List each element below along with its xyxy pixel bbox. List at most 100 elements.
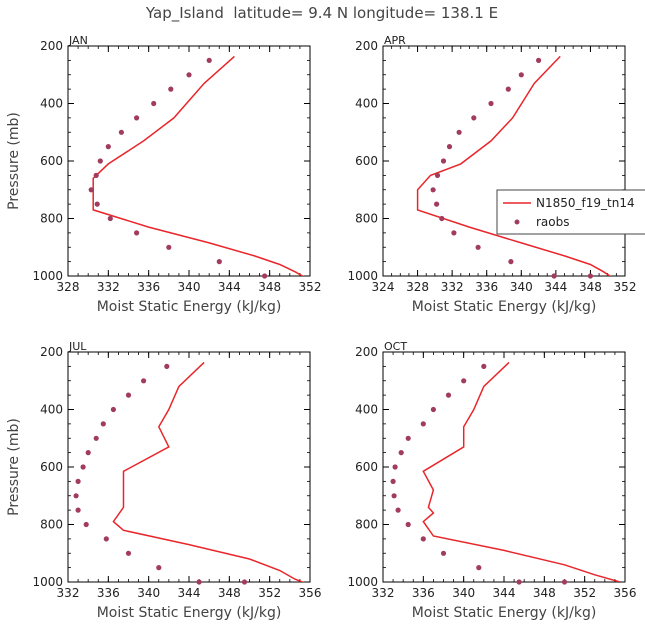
obs-point	[125, 392, 132, 398]
y-tick-label: 600	[40, 154, 63, 168]
obs-point	[488, 100, 494, 107]
x-tick-label: 344	[218, 280, 241, 294]
y-tick-label: 1000	[347, 575, 378, 589]
obs-point	[440, 550, 447, 556]
obs-point	[100, 421, 106, 427]
y-axis-label: Pressure (mb)	[6, 112, 22, 210]
y-tick-label: 200	[355, 345, 378, 359]
y-tick-label: 600	[40, 460, 63, 474]
y-tick-label: 800	[355, 212, 378, 226]
obs-point	[445, 392, 452, 398]
obs-point	[107, 215, 113, 222]
obs-point	[186, 72, 192, 78]
obs-point	[85, 450, 91, 456]
x-tick-label: 336	[137, 280, 160, 294]
obs-point	[118, 129, 124, 135]
obs-point	[430, 187, 436, 193]
y-tick-label: 1000	[32, 269, 63, 283]
x-tick-label: 352	[299, 280, 322, 294]
x-tick-label: 332	[97, 280, 120, 294]
x-tick-label: 340	[178, 280, 201, 294]
y-tick-label: 200	[40, 345, 63, 359]
obs-point	[196, 579, 202, 585]
obs-point	[516, 579, 522, 585]
x-axis-label: Moist Static Energy (kJ/kg)	[412, 605, 597, 621]
obs-point	[216, 259, 222, 265]
x-tick-label: 340	[452, 586, 475, 600]
panel-apr: APR 324 328 332 336 340 344 348 352 200 400 600 800 1…	[347, 34, 636, 315]
plot-frame	[67, 45, 311, 277]
obs-point	[93, 435, 99, 441]
x-axis-label: Moist Static Energy (kJ/kg)	[97, 605, 282, 621]
x-tick-label: 328	[57, 280, 80, 294]
obs-point	[206, 57, 212, 64]
obs-point	[536, 57, 542, 64]
obs-point	[518, 72, 524, 78]
obs-point	[561, 579, 568, 585]
legend-model-label: N1850_f19_tn14	[536, 196, 635, 210]
obs-point	[125, 550, 132, 556]
x-tick-label: 356	[614, 586, 637, 600]
x-tick-label: 332	[441, 280, 464, 294]
x-tick-label: 356	[299, 586, 322, 600]
model-series-line	[422, 361, 621, 582]
obs-point	[476, 565, 482, 571]
y-tick-label: 200	[40, 39, 63, 53]
y-tick-label: 400	[355, 403, 378, 417]
obs-point	[166, 244, 172, 250]
obs-point	[430, 406, 436, 413]
obs-point	[446, 144, 453, 150]
y-tick-label: 800	[40, 212, 63, 226]
obs-point	[439, 215, 445, 222]
y-tick-label: 1000	[347, 269, 378, 283]
obs-point	[508, 259, 514, 265]
y-tick-label: 600	[355, 154, 378, 168]
x-tick-label: 328	[406, 280, 429, 294]
obs-point	[75, 507, 81, 513]
x-tick-label: 352	[573, 586, 596, 600]
obs-point	[471, 115, 477, 121]
panel-jan: JAN 328 332 336 340 344 348 352 200 400 600 800 1000…	[6, 34, 321, 315]
panel-title: OCT	[384, 340, 407, 353]
plot-frame	[382, 45, 626, 277]
obs-point	[151, 100, 157, 107]
obs-point	[398, 450, 404, 456]
x-tick-label: 336	[475, 280, 498, 294]
obs-point	[390, 478, 396, 484]
panel-title: APR	[384, 34, 406, 47]
panel-title: JAN	[68, 34, 88, 47]
y-tick-label: 400	[40, 97, 63, 111]
x-axis-label: Moist Static Energy (kJ/kg)	[412, 299, 597, 315]
x-tick-label: 332	[372, 586, 395, 600]
x-tick-label: 348	[218, 586, 241, 600]
obs-point	[420, 421, 426, 427]
obs-point	[75, 478, 81, 484]
y-tick-label: 400	[40, 403, 63, 417]
obs-point	[456, 129, 462, 135]
figure-title: Yap_Island latitude= 9.4 N longitude= 13…	[145, 4, 498, 23]
obs-point	[134, 230, 140, 236]
obs-point	[440, 158, 447, 164]
obs-point	[392, 464, 398, 470]
plot-frame	[67, 351, 311, 583]
y-axis-label: Pressure (mb)	[6, 418, 22, 516]
x-tick-label: 348	[579, 280, 602, 294]
obs-point	[94, 201, 100, 207]
obs-point	[395, 507, 401, 513]
obs-point	[391, 493, 397, 499]
obs-point	[241, 579, 248, 585]
x-tick-label: 336	[412, 586, 435, 600]
x-tick-label: 340	[510, 280, 533, 294]
x-tick-label: 344	[544, 280, 567, 294]
obs-point	[461, 378, 467, 384]
obs-point	[434, 172, 441, 178]
y-tick-label: 800	[355, 518, 378, 532]
obs-point	[587, 273, 594, 279]
obs-point	[551, 273, 557, 279]
obs-point	[141, 378, 147, 384]
y-tick-label: 400	[355, 97, 378, 111]
x-tick-label: 344	[178, 586, 201, 600]
obs-point	[97, 158, 103, 164]
panel-jul: JUL 332 336 340 344 348 352 356 200 400 600 800 1000…	[6, 340, 321, 621]
